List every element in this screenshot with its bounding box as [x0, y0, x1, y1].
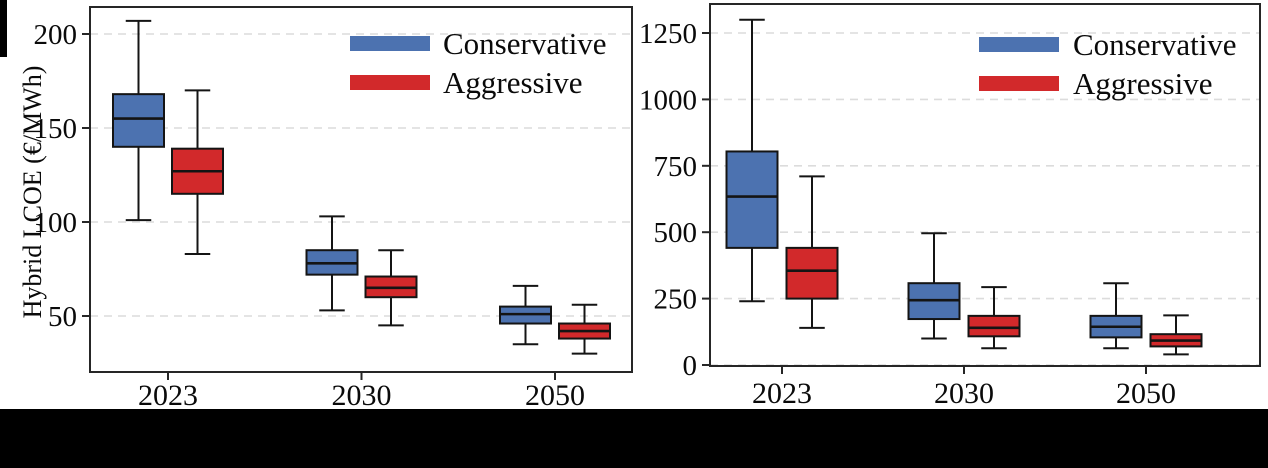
iqr-box: [967, 314, 1021, 338]
y-tick-label-200: 200: [34, 19, 78, 51]
box-aggressive-2023: [171, 89, 224, 255]
box-aggressive-2030: [967, 286, 1021, 350]
legend-swatch-conservative: [350, 36, 430, 51]
x-tick-label-2023: 2023: [138, 379, 198, 412]
legend-label-aggressive: Aggressive: [443, 65, 583, 100]
box-conservative-2050: [499, 284, 552, 346]
box-conservative-2023: [112, 19, 165, 222]
y-tick-label-0: 0: [683, 350, 698, 382]
x-tick-label-2050: 2050: [1116, 377, 1176, 410]
x-tick-label-2030: 2030: [934, 377, 994, 410]
y-tick-label-50: 50: [48, 301, 77, 333]
box-aggressive-2050: [1149, 314, 1203, 356]
legend-swatch-conservative: [979, 37, 1059, 52]
y-axis-label: Hybrid LCOE (€/MWh): [18, 65, 47, 319]
boxplot-panel-0: 50 100 150 200 2023 2030 2050: [34, 6, 633, 412]
iqr-box: [112, 93, 165, 148]
y-tick-label-750: 750: [654, 151, 698, 183]
y-tick-label-250: 250: [654, 284, 698, 316]
y-tick-label-500: 500: [654, 217, 698, 249]
iqr-box: [785, 246, 839, 300]
iqr-box: [725, 150, 779, 249]
x-tick-label-2030: 2030: [332, 379, 392, 412]
box-conservative-2023: [725, 18, 779, 303]
axes-spines: [709, 3, 1261, 367]
box-aggressive-2030: [364, 249, 418, 327]
y-tick-label-1250: 1250: [639, 18, 697, 50]
y-tick-label-1000: 1000: [639, 84, 697, 116]
box-conservative-2030: [305, 215, 359, 312]
x-tick-label-2023: 2023: [752, 377, 812, 410]
legend-label-conservative: Conservative: [443, 26, 607, 61]
box-aggressive-2023: [785, 175, 839, 329]
x-tick-label-2050: 2050: [525, 379, 585, 412]
y-tick-label-150: 150: [34, 113, 78, 145]
legend-swatch-aggressive: [979, 76, 1059, 91]
legend-label-aggressive: Aggressive: [1073, 66, 1213, 101]
y-tick-label-100: 100: [34, 207, 78, 239]
crop-artifact-bottom: [0, 409, 1268, 468]
legend-swatch-aggressive: [350, 75, 430, 90]
box-conservative-2050: [1089, 282, 1143, 350]
box-aggressive-2050: [558, 303, 611, 355]
boxplot-panel-1: 0 250 500 750 1000 1250 2023 2030 2050: [639, 3, 1261, 410]
box-conservative-2030: [907, 232, 961, 340]
legend-label-conservative: Conservative: [1073, 27, 1237, 62]
crop-artifact-left: [0, 0, 7, 57]
